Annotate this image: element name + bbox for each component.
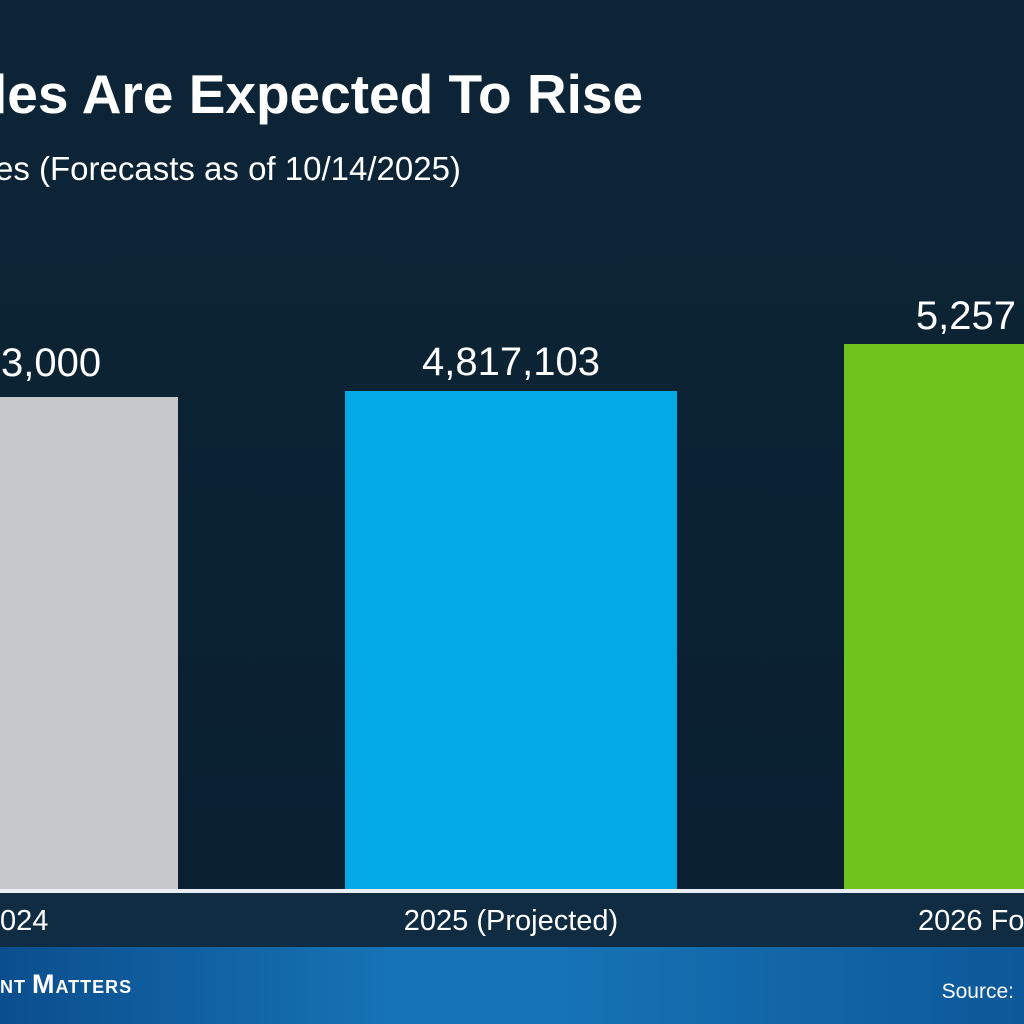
x-axis-label-2025: 2025 (Projected)	[403, 905, 619, 937]
brand-text-small: NT	[0, 977, 26, 997]
bar-2025-projected	[345, 391, 677, 889]
x-axis-label-2024: 024	[0, 905, 49, 937]
x-axis-label-band	[0, 893, 1024, 947]
x-axis-baseline	[0, 889, 1024, 893]
x-axis-label-2026: 2026 Fo	[918, 905, 1024, 937]
bar-2024	[0, 397, 178, 889]
brand-initial: M	[32, 969, 56, 999]
source-label: Source:	[941, 980, 1014, 1003]
bar-2026-forecast	[844, 344, 1024, 889]
chart-title: les Are Expected To Rise	[0, 63, 644, 125]
bar-value-label-2024: 3,000	[1, 341, 102, 385]
brand-logo-text: NT MATTERS	[0, 969, 132, 1000]
bar-value-label-2025: 4,817,103	[422, 340, 600, 384]
chart-subtitle: es (Forecasts as of 10/14/2025)	[0, 150, 461, 187]
footer-banner	[0, 947, 1024, 1024]
brand-text-rest: ATTERS	[55, 977, 133, 997]
bar-value-label-2026: 5,257	[915, 294, 1016, 338]
